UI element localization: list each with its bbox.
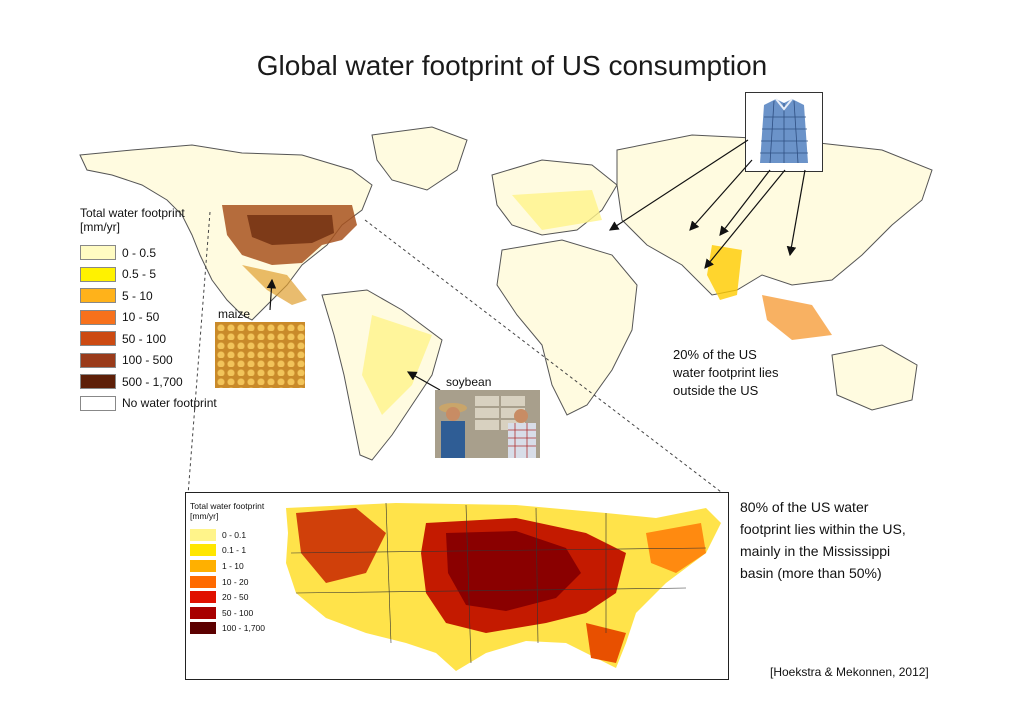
legend-item: 10 - 50: [80, 307, 217, 329]
inset-legend-swatch: [190, 559, 216, 572]
legend-swatch: [80, 395, 116, 411]
legend-swatch: [80, 288, 116, 304]
page-title: Global water footprint of US consumption: [256, 50, 768, 81]
maize-label: maize: [218, 307, 251, 321]
inset-legend-item: 1 - 10: [190, 558, 265, 574]
legend-swatch: [80, 374, 116, 390]
inset-legend-item: 10 - 20: [190, 574, 265, 590]
legend-swatch: [80, 266, 116, 282]
main-legend-title: Total water footprint [mm/yr]: [80, 206, 185, 234]
australia: [831, 344, 918, 411]
maize-photo: [215, 322, 305, 388]
world-map: [79, 126, 933, 461]
legend-item: 0.5 - 5: [80, 264, 217, 286]
africa: [496, 239, 638, 416]
inset-legend-item: 0.1 - 1: [190, 543, 265, 559]
legend-swatch: [80, 352, 116, 368]
asia: [616, 134, 933, 296]
legend-item: 0 - 0.5: [80, 242, 217, 264]
inside-us-note: 80% of the US water footprint lies withi…: [740, 499, 906, 581]
inset-legend-swatch: [190, 544, 216, 557]
inset-legend-swatch: [190, 528, 216, 541]
inset-legend-item: 20 - 50: [190, 589, 265, 605]
north-america: [79, 144, 373, 321]
legend-item: 5 - 10: [80, 285, 217, 307]
inset-legend-item: 100 - 1,700: [190, 621, 265, 637]
outside-us-note: 20% of the US water footprint lies outsi…: [673, 347, 779, 398]
inset-legend-swatch: [190, 622, 216, 635]
inset-legend: Total water footprint [mm/yr] 0 - 0.1 0.…: [190, 501, 265, 636]
shirt-photo: [745, 92, 823, 172]
inset-legend-item: 0 - 0.1: [190, 527, 265, 543]
legend-item: 500 - 1,700: [80, 371, 217, 393]
soybean-label: soybean: [446, 375, 492, 389]
legend-swatch: [80, 309, 116, 325]
us-inset-map: [185, 492, 729, 680]
soybean-photo: [435, 390, 540, 458]
inset-legend-swatch: [190, 591, 216, 604]
inset-legend-swatch: [190, 575, 216, 588]
legend-swatch: [80, 245, 116, 261]
inset-legend-swatch: [190, 606, 216, 619]
legend-item: 100 - 500: [80, 350, 217, 372]
inset-legend-title: Total water footprint [mm/yr]: [190, 501, 265, 521]
legend-item: 50 - 100: [80, 328, 217, 350]
main-legend: Total water footprint [mm/yr] 0 - 0.5 0.…: [80, 206, 217, 414]
greenland: [371, 126, 468, 191]
inset-legend-item: 50 - 100: [190, 605, 265, 621]
legend-item: No water footprint: [80, 393, 217, 415]
citation: [Hoekstra & Mekonnen, 2012]: [770, 665, 929, 679]
legend-swatch: [80, 331, 116, 347]
